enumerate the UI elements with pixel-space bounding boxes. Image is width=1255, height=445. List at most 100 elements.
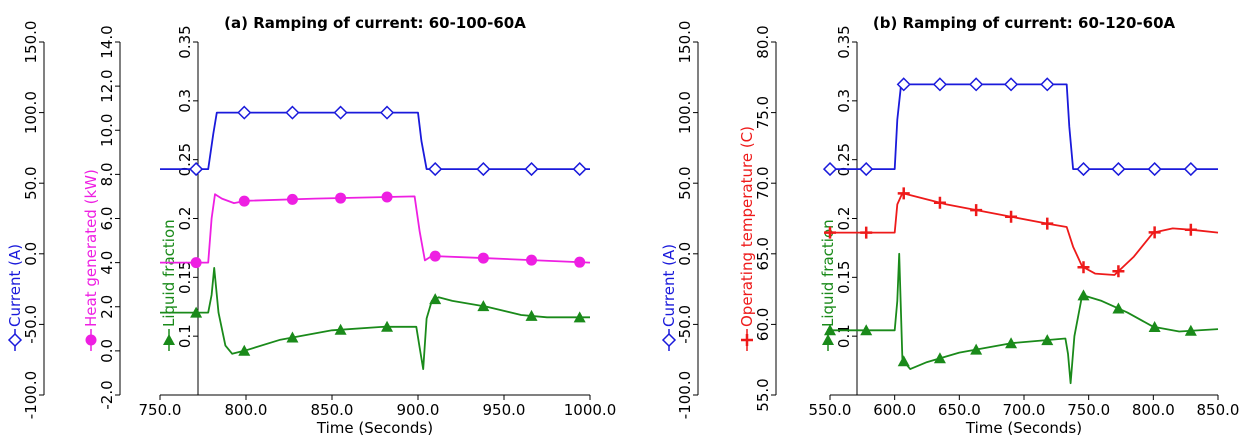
x-tick-label: 900.0 (397, 401, 440, 419)
data-point (429, 250, 441, 262)
data-point (237, 105, 252, 120)
data-point (897, 355, 910, 367)
data-point (428, 162, 443, 177)
y-tick-label: 8.0 (98, 162, 116, 186)
chart-title: (a) Ramping of current: 60-100-60A (224, 14, 526, 32)
data-point (970, 204, 983, 217)
y-tick-label: 2.0 (98, 295, 116, 319)
y-tick-label: 12.0 (98, 69, 116, 102)
data-point (1147, 162, 1162, 177)
data-point (85, 334, 97, 346)
data-point (526, 254, 538, 266)
data-point (238, 344, 251, 356)
data-point (896, 77, 911, 92)
data-point (824, 226, 836, 239)
x-tick-label: 850.0 (311, 401, 354, 419)
y-axis-label: Heat generated (kW) (82, 169, 100, 327)
y-tick-label: -50.0 (676, 305, 694, 344)
y-tick-label: 0.15 (835, 261, 853, 294)
data-point (190, 257, 202, 269)
x-tick-label: 800.0 (225, 401, 268, 419)
x-tick-label: 800.0 (1132, 401, 1175, 419)
y-tick-label: -100.0 (676, 371, 694, 419)
x-tick-label: 750.0 (139, 401, 182, 419)
data-point (333, 105, 348, 120)
y-tick-label: 0.0 (98, 339, 116, 363)
x-tick-label: 750.0 (1067, 401, 1110, 419)
y-tick-label: 0.3 (176, 89, 194, 113)
data-point (286, 331, 299, 343)
data-point (860, 324, 873, 336)
x-tick-label: 600.0 (873, 401, 916, 419)
y-tick-label: 0.35 (176, 25, 194, 58)
data-point (1076, 162, 1091, 177)
chart-title: (b) Ramping of current: 60-120-60A (873, 14, 1176, 32)
data-point (824, 324, 836, 336)
data-point (1112, 302, 1125, 314)
y-tick-label: 0.3 (835, 89, 853, 113)
series-line (160, 193, 591, 264)
y-tick-label: 65.0 (754, 237, 772, 270)
data-point (859, 162, 874, 177)
y-tick-label: 14.0 (98, 25, 116, 58)
chart-b: (b) Ramping of current: 60-120-60A 550.0 6… (660, 14, 1239, 437)
y-tick-label: 0.0 (676, 242, 694, 266)
data-point (334, 323, 347, 335)
data-point (860, 226, 873, 239)
data-point (897, 187, 910, 200)
data-point (1005, 210, 1018, 223)
data-point (1184, 324, 1197, 336)
data-point (822, 334, 834, 345)
data-point (285, 105, 300, 120)
series-line (830, 252, 1219, 385)
y-tick-label: -100.0 (22, 371, 40, 419)
chart-a: (a) Ramping of current: 60-100-60A 750.0 8… (6, 14, 616, 437)
x-axis-label: Time (Seconds) (965, 419, 1082, 437)
data-point (190, 306, 203, 318)
series-line (830, 83, 1218, 171)
y-tick-label: 0.1 (835, 324, 853, 348)
y-tick-label: 0.35 (835, 25, 853, 58)
y-tick-label: 4.0 (98, 251, 116, 275)
data-point (1148, 226, 1161, 239)
x-tick-label: 700.0 (1003, 401, 1046, 419)
y-tick-label: 0.25 (835, 143, 853, 176)
data-point (477, 300, 490, 312)
y-tick-label: 0.25 (176, 143, 194, 176)
y-axis-label: Operating temperature (C) (738, 126, 756, 327)
data-point (932, 77, 947, 92)
y-tick-label: 80.0 (754, 25, 772, 58)
data-point (238, 195, 250, 207)
y-tick-label: 0.2 (835, 207, 853, 231)
data-point (286, 193, 298, 205)
data-point (933, 352, 946, 364)
y-tick-label: -50.0 (22, 305, 40, 344)
data-point (476, 162, 491, 177)
data-point (429, 293, 442, 305)
y-tick-label: 150.0 (22, 21, 40, 64)
y-axis-label: Liquid fraction (160, 219, 178, 327)
series-line (160, 266, 590, 371)
data-point (572, 162, 587, 177)
data-point (933, 196, 946, 209)
y-tick-label: 55.0 (754, 378, 772, 411)
data-point (1005, 337, 1018, 349)
data-point (1112, 265, 1125, 278)
data-point (573, 311, 586, 323)
y-axis-label: Current (A) (6, 244, 24, 327)
data-point (970, 343, 983, 355)
data-point (163, 334, 175, 345)
x-tick-label: 950.0 (483, 401, 526, 419)
y-tick-label: 10.0 (98, 114, 116, 147)
data-point (379, 105, 395, 120)
y-tick-label: 100.0 (676, 91, 694, 134)
y-axis-label: Liquid fraction (819, 219, 837, 327)
data-point (381, 320, 394, 332)
y-tick-label: 0.1 (176, 324, 194, 348)
y-tick-label: 0.15 (176, 261, 194, 294)
data-point (741, 334, 753, 346)
y-tick-label: -2.0 (98, 380, 116, 409)
x-tick-label: 1000.0 (564, 401, 617, 419)
data-point (822, 162, 838, 177)
